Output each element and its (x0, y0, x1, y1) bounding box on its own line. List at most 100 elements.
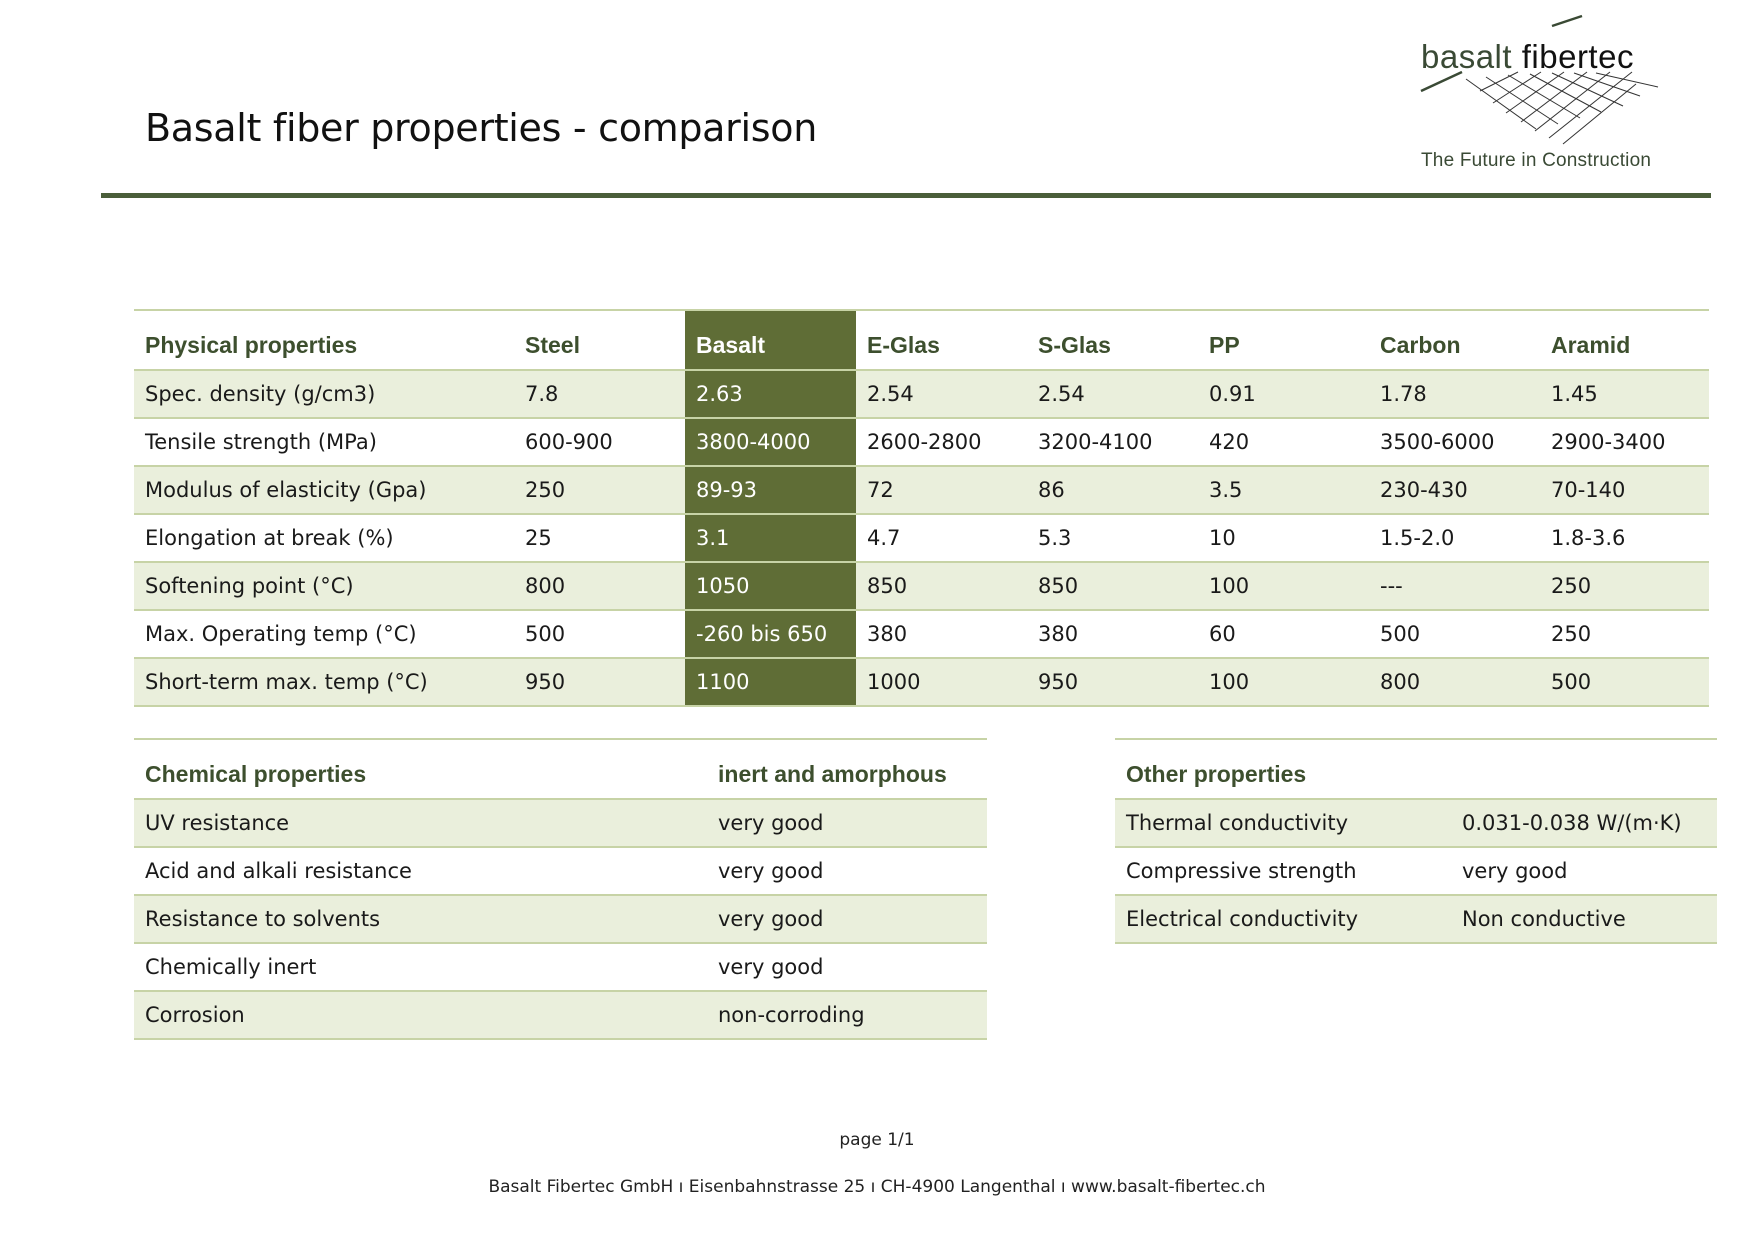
cell-basalt: 3800-4000 (685, 418, 856, 467)
page-number: page 1/1 (839, 1130, 915, 1150)
row-label: Elongation at break (%) (134, 514, 514, 563)
footer-address: Basalt Fibertec GmbH ı Eisenbahnstrasse … (488, 1177, 1266, 1197)
cell: 380 (856, 610, 1027, 659)
row-label: Chemically inert (134, 943, 707, 992)
cell: 800 (1369, 658, 1540, 707)
cell: 1.78 (1369, 370, 1540, 419)
cell: 2900-3400 (1540, 418, 1709, 467)
column-header-eglas: E-Glas (856, 310, 1027, 371)
cell: very good (707, 895, 987, 944)
row-label: Short-term max. temp (°C) (134, 658, 514, 707)
cell: very good (707, 799, 987, 848)
cell: 3200-4100 (1027, 418, 1198, 467)
cell: 250 (1540, 610, 1709, 659)
cell-basalt: 3.1 (685, 514, 856, 563)
row-label: Tensile strength (MPa) (134, 418, 514, 467)
table-row: Max. Operating temp (°C) 500 -260 bis 65… (134, 610, 1709, 659)
cell: 420 (1198, 418, 1369, 467)
table-row: Spec. density (g/cm3) 7.8 2.63 2.54 2.54… (134, 370, 1709, 419)
cell: 72 (856, 466, 1027, 515)
cell-basalt: 1100 (685, 658, 856, 707)
row-label: Modulus of elasticity (Gpa) (134, 466, 514, 515)
physical-properties-table: Physical properties Steel Basalt E-Glas … (134, 309, 1709, 707)
table-row: Modulus of elasticity (Gpa) 250 89-93 72… (134, 466, 1709, 515)
cell: 10 (1198, 514, 1369, 563)
cell: 2.54 (856, 370, 1027, 419)
cell: 600-900 (514, 418, 685, 467)
cell: 230-430 (1369, 466, 1540, 515)
cell: 1.45 (1540, 370, 1709, 419)
row-label: Max. Operating temp (°C) (134, 610, 514, 659)
cell: 0.91 (1198, 370, 1369, 419)
cell-basalt: 1050 (685, 562, 856, 611)
company-logo: basalt fibertec The Future in Constructi… (1418, 14, 1688, 174)
row-label: Acid and alkali resistance (134, 847, 707, 896)
table-row: Elongation at break (%) 25 3.1 4.7 5.3 1… (134, 514, 1709, 563)
cell: 2.54 (1027, 370, 1198, 419)
table-row: Acid and alkali resistance very good (134, 847, 987, 896)
column-header-carbon: Carbon (1369, 310, 1540, 371)
table-row: Short-term max. temp (°C) 950 1100 1000 … (134, 658, 1709, 707)
cell: 950 (1027, 658, 1198, 707)
cell: 0.031-0.038 W/(m·K) (1451, 799, 1717, 848)
cell: 250 (1540, 562, 1709, 611)
cell: very good (707, 847, 987, 896)
cell: 25 (514, 514, 685, 563)
cell: 70-140 (1540, 466, 1709, 515)
column-header: Physical properties (134, 310, 514, 371)
cell: 86 (1027, 466, 1198, 515)
table-row: Compressive strength very good (1115, 847, 1717, 896)
cell: 3.5 (1198, 466, 1369, 515)
table-row: Softening point (°C) 800 1050 850 850 10… (134, 562, 1709, 611)
cell: 7.8 (514, 370, 685, 419)
cell: 950 (514, 658, 685, 707)
cell: non-corroding (707, 991, 987, 1040)
cell: 850 (856, 562, 1027, 611)
row-label: Resistance to solvents (134, 895, 707, 944)
column-header (1451, 739, 1717, 800)
cell: 60 (1198, 610, 1369, 659)
cell: 1.8-3.6 (1540, 514, 1709, 563)
cell-basalt: 89-93 (685, 466, 856, 515)
row-label: Corrosion (134, 991, 707, 1040)
page-title: Basalt fiber properties - comparison (145, 106, 817, 150)
cell: very good (707, 943, 987, 992)
column-header-basalt: Basalt (685, 310, 856, 371)
table-row: UV resistance very good (134, 799, 987, 848)
cell: 800 (514, 562, 685, 611)
cell: very good (1451, 847, 1717, 896)
cell: --- (1369, 562, 1540, 611)
cell-basalt: 2.63 (685, 370, 856, 419)
cell: Non conductive (1451, 895, 1717, 944)
row-label: Spec. density (g/cm3) (134, 370, 514, 419)
table-row: Chemically inert very good (134, 943, 987, 992)
column-header-aramid: Aramid (1540, 310, 1709, 371)
column-header: Chemical properties (134, 739, 707, 800)
row-label: Softening point (°C) (134, 562, 514, 611)
mesh-grid-icon (1420, 14, 1659, 145)
cell: 250 (514, 466, 685, 515)
table-header-row: Physical properties Steel Basalt E-Glas … (134, 310, 1709, 371)
cell: 500 (1540, 658, 1709, 707)
logo-wordmark: basalt fibertec (1421, 38, 1634, 76)
table-header-row: Other properties (1115, 739, 1717, 800)
table-header-row: Chemical properties inert and amorphous (134, 739, 987, 800)
column-header-pp: PP (1198, 310, 1369, 371)
cell: 500 (1369, 610, 1540, 659)
chemical-properties-table: Chemical properties inert and amorphous … (134, 738, 987, 1040)
column-header-steel: Steel (514, 310, 685, 371)
table-row: Resistance to solvents very good (134, 895, 987, 944)
cell: 5.3 (1027, 514, 1198, 563)
table-row: Thermal conductivity 0.031-0.038 W/(m·K) (1115, 799, 1717, 848)
table-row: Corrosion non-corroding (134, 991, 987, 1040)
row-label: Thermal conductivity (1115, 799, 1451, 848)
cell: 2600-2800 (856, 418, 1027, 467)
logo-word-fibertec: fibertec (1521, 38, 1634, 75)
column-header: Other properties (1115, 739, 1451, 800)
logo-tagline: The Future in Construction (1421, 150, 1652, 171)
logo-word-basalt: basalt (1421, 38, 1522, 75)
cell: 100 (1198, 562, 1369, 611)
column-header: inert and amorphous (707, 739, 987, 800)
cell: 850 (1027, 562, 1198, 611)
header-divider (101, 193, 1711, 198)
